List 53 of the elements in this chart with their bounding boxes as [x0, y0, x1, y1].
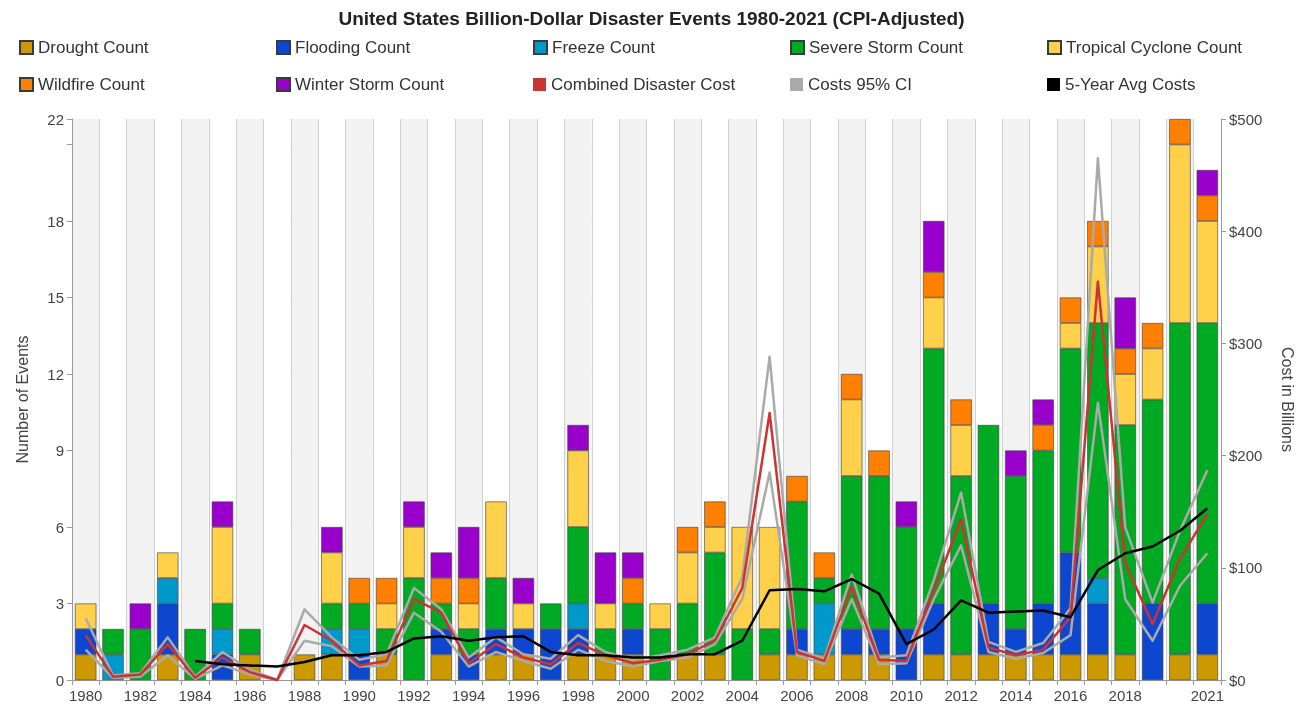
legend-label: Wildfire Count: [38, 75, 146, 94]
legend-label: Freeze Count: [552, 38, 656, 57]
bar: [567, 654, 589, 680]
y2-tick-label: $100: [1229, 559, 1263, 577]
x-tick-label: 2000: [616, 687, 650, 704]
legend-label: Costs 95% CI: [808, 75, 912, 94]
y2-tick-label: $300: [1229, 334, 1263, 352]
y2-tick-label: $0: [1229, 671, 1246, 689]
x-tick-label: 1998: [561, 687, 595, 704]
y2-axis-title: Cost in Billions: [1278, 347, 1296, 452]
x-tick-label: 1988: [287, 687, 322, 704]
x-tick-label: 2002: [670, 687, 705, 704]
line-series: [84, 401, 1209, 682]
x-tick-label: 1980: [68, 687, 103, 704]
x-tick-label: 2010: [889, 687, 924, 704]
y-tick-label: 15: [47, 289, 64, 306]
x-tick-label: 1990: [342, 687, 376, 704]
y-tick-label: 6: [55, 518, 64, 536]
legend-label: Flooding Count: [295, 38, 411, 57]
x-tick-label: 2004: [725, 687, 759, 704]
legend-label: Combined Disaster Cost: [551, 75, 736, 94]
line-series: [84, 280, 1209, 682]
x-tick-label: 2012: [944, 687, 978, 704]
y-tick-label: 0: [55, 671, 64, 689]
chart-title: United States Billion-Dollar Disaster Events 1980-2021 (CPI-Adjusted): [338, 8, 965, 29]
y-axis-title: Number of Events: [13, 335, 31, 464]
y-tick-label: 12: [47, 365, 64, 383]
x-tick-label: 1986: [233, 687, 267, 704]
line-series: [84, 157, 1209, 682]
y-tick-label: 9: [55, 442, 64, 459]
legend-label: Drought Count: [38, 38, 149, 57]
x-tick-label: 2018: [1108, 687, 1142, 704]
y-tick-label: 18: [47, 212, 64, 230]
y2-tick-label: $500: [1229, 110, 1263, 128]
x-tick-label: 1982: [123, 687, 158, 704]
legend-label: Tropical Cyclone Count: [1066, 38, 1243, 57]
x-tick-label: 1994: [451, 687, 486, 704]
legend-label: 5-Year Avg Costs: [1065, 75, 1196, 94]
x-tick-label: 1996: [506, 687, 541, 704]
y-tick-label: 3: [55, 595, 64, 612]
x-tick-label: 1992: [397, 687, 431, 704]
y2-tick-label: $400: [1229, 222, 1263, 240]
x-tick-label: 2006: [780, 687, 814, 704]
legend-label: Severe Storm Count: [809, 38, 964, 57]
legend-label: Winter Storm Count: [295, 75, 445, 94]
x-tick-label: 1984: [178, 687, 212, 704]
x-tick-label: 2016: [1053, 687, 1088, 704]
x-tick-label: 2008: [834, 687, 869, 704]
x-tick-label: 2021: [1190, 687, 1225, 704]
x-tick-label: 2014: [999, 687, 1033, 704]
y2-tick-label: $200: [1229, 447, 1263, 465]
y-tick-label: 22: [47, 110, 64, 128]
line-series: [193, 507, 1209, 668]
